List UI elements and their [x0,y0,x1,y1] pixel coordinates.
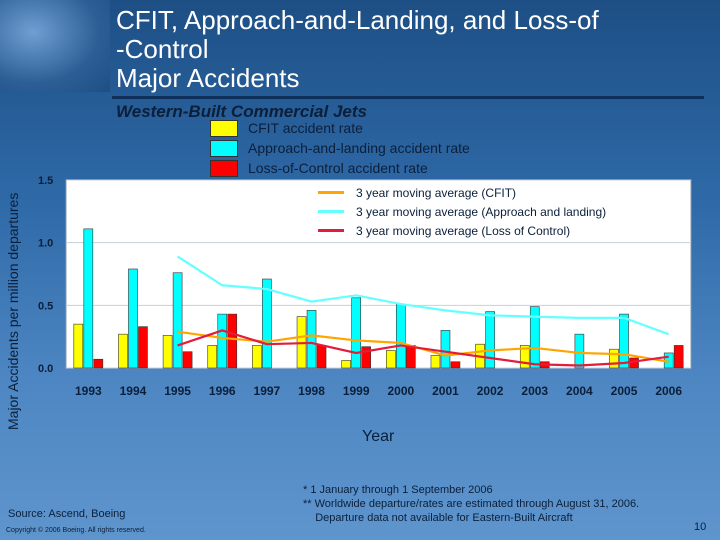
bar-cfit-1999 [341,360,351,369]
legend-swatch-loss-of-control [210,159,238,177]
footnote-2: ** Worldwide departure/rates are estimat… [303,498,640,510]
x-tick-label-1998: 1998 [298,384,325,398]
x-tick-label-2000: 2000 [387,384,414,398]
bar-approach-1996 [217,313,228,369]
legend-label-ma-loss-of-control: 3 year moving average (Loss of Control) [356,223,571,238]
footnotes: * 1 January through 1 September 2006 ** … [303,483,639,525]
legend-label-approach: Approach-and-landing accident rate [248,140,470,156]
bar-loss-of-control-2000 [406,345,416,369]
bar-cfit-1995 [162,335,173,369]
bar-approach-2003 [529,306,540,369]
bar-cfit-2001 [430,355,441,369]
bar-cfit-1997 [252,345,262,369]
bar-approach-2004 [574,333,585,369]
legend-label-ma-cfit: 3 year moving average (CFIT) [356,185,517,200]
bar-loss-of-control-2001 [450,361,461,369]
bar-approach-2005 [619,313,629,369]
x-tick-label-1994: 1994 [120,384,147,398]
line-ma-approach [177,255,670,336]
footnote-1: * 1 January through 1 September 2006 [303,484,493,496]
legend-line-ma-cfit [318,191,344,194]
bar-cfit-2003 [519,345,530,369]
copyright-note: Copyright © 2006 Boeing. All rights rese… [6,527,146,534]
chart-subtitle: Western-Built Commercial Jets [116,102,367,121]
legend-label-ma-approach: 3 year moving average (Approach and land… [356,204,607,219]
x-tick-label-1999: 1999 [343,384,370,398]
bar-loss-of-control-1993 [93,358,104,369]
legend-swatch-approach [210,139,238,157]
bar-loss-of-control-1998 [316,345,327,369]
y-tick-label-2: 1.0 [38,238,53,250]
bar-cfit-1994 [118,333,128,369]
bar-loss-of-control-1995 [182,351,193,369]
bar-approach-1998 [306,310,317,369]
bar-approach-2001 [440,330,451,369]
bar-approach-1997 [262,278,272,369]
title-line-1: CFIT, Approach-and-Landing, and Loss-of [116,5,599,35]
x-tick-label-2003: 2003 [521,384,548,398]
footnote-3: Departure data not available for Eastern… [303,512,573,524]
legend-item-ma-cfit: 3 year moving average (CFIT) [318,183,606,202]
bar-loss-of-control-1996 [227,313,238,369]
source-note: Source: Ascend, Boeing [8,508,126,520]
boeing-aircraft-logo [0,0,110,92]
x-axis-title: Year [362,428,395,445]
bar-loss-of-control-2006 [673,345,684,369]
bars-group [73,228,684,369]
x-tick-label-1993: 1993 [75,384,102,398]
x-tick-label-2005: 2005 [611,384,638,398]
bar-approach-2000 [396,303,406,369]
title-line-3: Major Accidents [116,63,300,93]
legend-item-approach: Approach-and-landing accident rate [210,138,470,158]
bar-cfit-2000 [386,350,396,369]
bar-loss-of-control-1994 [138,326,148,369]
bar-approach-1994 [128,268,138,369]
line-ma-loss-of-control [177,329,669,367]
legend-item-ma-loss-of-control: 3 year moving average (Loss of Control) [318,221,606,240]
gridlines [66,179,691,369]
bar-approach-1993 [83,228,94,369]
legend-item-ma-approach: 3 year moving average (Approach and land… [318,202,606,221]
x-axis-ticks: 1993 1994 1995 1996 1997 1998 1999 2000 2001 2002… [75,384,682,398]
legend-line-ma-approach [318,210,344,213]
bar-loss-of-control-1999 [361,346,371,369]
y-tick-label-0: 0.0 [38,363,53,375]
bar-approach-2002 [485,311,495,369]
legend-line-ma-loss-of-control [318,229,344,232]
y-axis-label: Major Accidents per million departures [5,192,21,430]
title-line-2: -Control [116,34,209,64]
line-legend: 3 year moving average (CFIT) 3 year movi… [318,183,606,240]
x-tick-label-2006: 2006 [655,384,682,398]
bar-cfit-1993 [73,323,84,369]
bar-approach-1999 [351,297,361,369]
moving-average-lines [177,255,670,367]
x-tick-label-2004: 2004 [566,384,593,398]
y-axis-ticks: 0.0 0.5 1.0 1.5 [38,175,53,375]
x-tick-label-2002: 2002 [477,384,504,398]
x-tick-label-1995: 1995 [164,384,191,398]
page-title: CFIT, Approach-and-Landing, and Loss-of … [116,6,716,93]
legend-label-loss-of-control: Loss-of-Control accident rate [248,160,428,176]
bar-cfit-1996 [207,345,218,369]
title-divider [112,96,704,99]
legend-label-cfit: CFIT accident rate [248,120,363,136]
legend-item-loss-of-control: Loss-of-Control accident rate [210,158,470,178]
page-number: 10 [694,521,707,533]
y-tick-label-3: 1.5 [38,175,53,187]
legend-item-cfit: CFIT accident rate [210,118,470,138]
bar-cfit-2005 [609,348,619,369]
x-tick-label-2001: 2001 [432,384,459,398]
x-tick-label-1996: 1996 [209,384,236,398]
y-tick-label-1: 0.5 [38,300,53,312]
bar-legend: CFIT accident rate Approach-and-landing … [210,118,470,178]
legend-swatch-cfit [210,119,238,137]
x-tick-label-1997: 1997 [254,384,281,398]
bar-approach-1995 [172,272,183,369]
